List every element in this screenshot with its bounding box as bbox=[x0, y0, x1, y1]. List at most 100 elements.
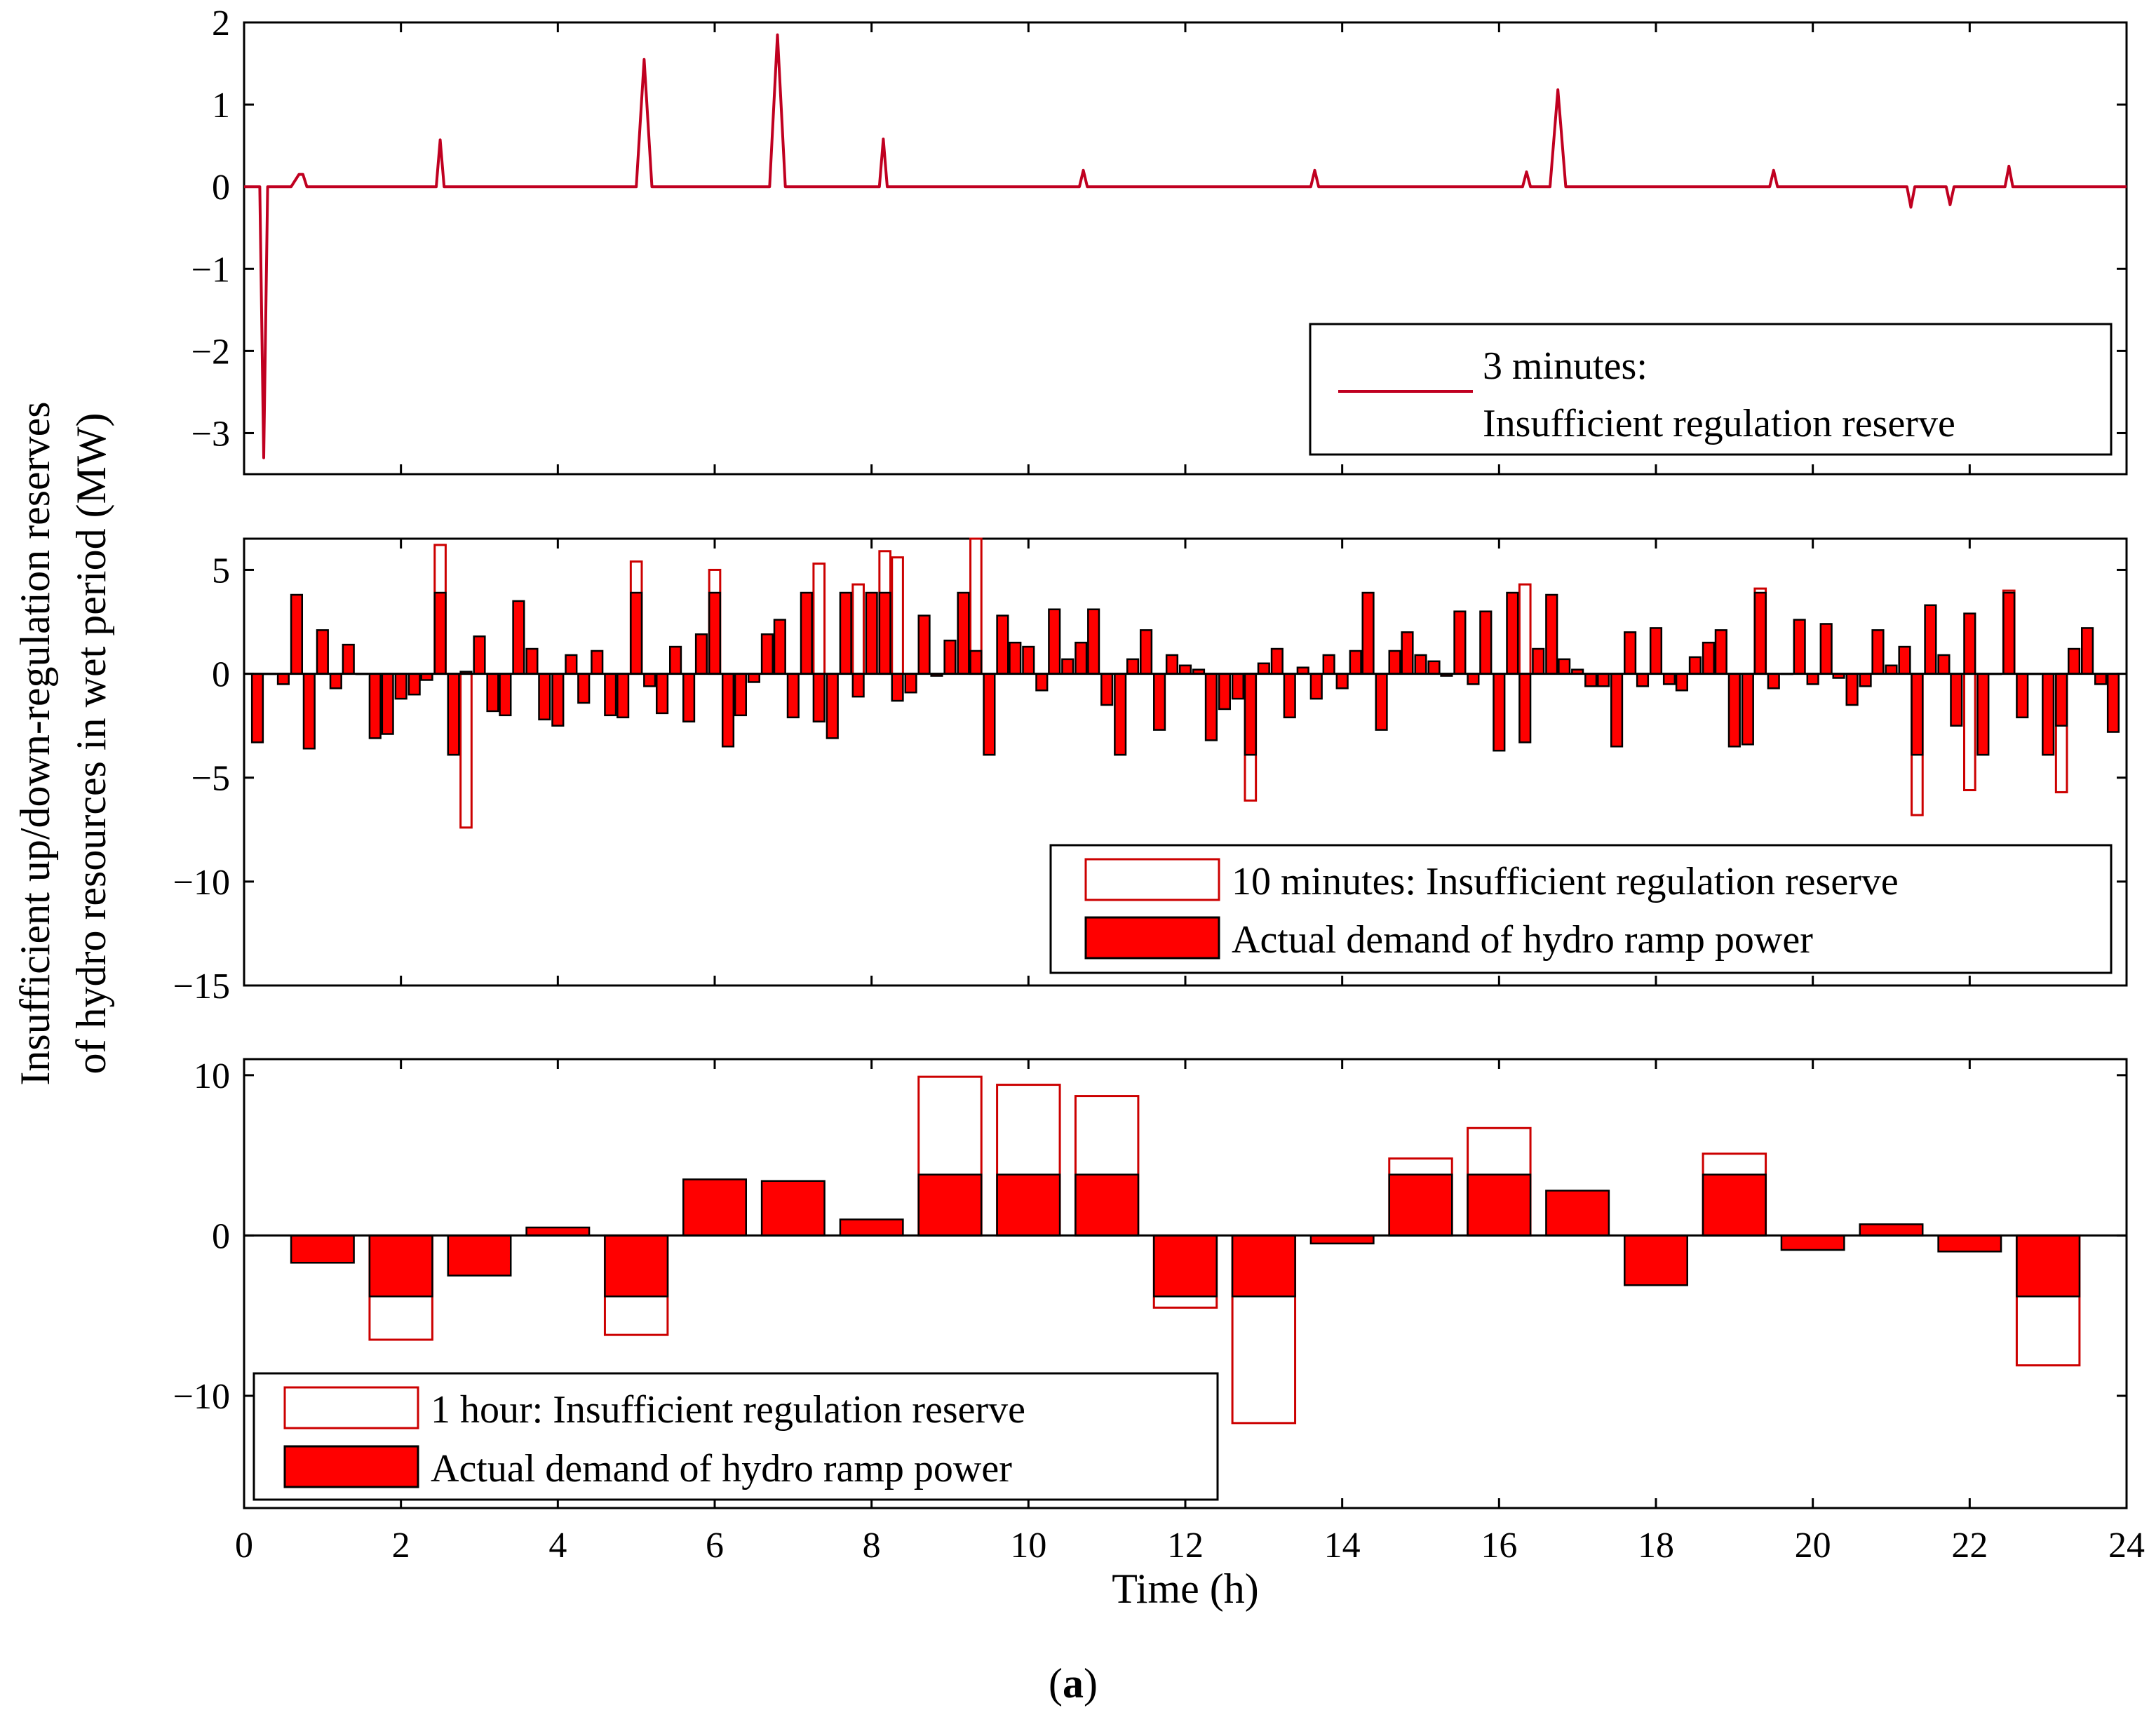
bar-actual-demand bbox=[1518, 673, 1532, 743]
bar-actual-demand bbox=[1937, 654, 1951, 675]
bar-actual-demand bbox=[1727, 673, 1741, 748]
bar-actual-demand bbox=[302, 673, 316, 750]
x-tick-label: 12 bbox=[1167, 1526, 1204, 1566]
bar-actual-demand bbox=[1074, 641, 1088, 675]
bar-actual-demand bbox=[983, 673, 996, 756]
bar-actual-demand bbox=[1231, 673, 1245, 700]
bar-actual-demand bbox=[1976, 673, 1990, 756]
bar-actual-demand bbox=[316, 629, 329, 675]
bar-actual-demand bbox=[577, 673, 591, 704]
bar-actual-demand bbox=[1610, 673, 1624, 748]
bar-insufficient-reserve bbox=[459, 673, 473, 829]
bar-actual-demand bbox=[760, 633, 774, 675]
bar-actual-demand bbox=[538, 673, 551, 721]
bar-actual-demand bbox=[1911, 673, 1924, 756]
bar-actual-demand bbox=[1898, 645, 1911, 675]
x-tick-label: 2 bbox=[392, 1526, 410, 1566]
y-tick-label: 10 bbox=[194, 1056, 230, 1096]
bar-actual-demand bbox=[694, 633, 708, 675]
panel-1-hour: 100−100 2 4 6 8 10 12 14 16 18 20 22 241 hour: Insuf… bbox=[173, 1056, 2145, 1566]
legend-swatch-filled bbox=[283, 1445, 419, 1488]
bar-actual-demand bbox=[1859, 673, 1872, 687]
bar-actual-demand bbox=[276, 673, 290, 685]
bar-actual-demand bbox=[1506, 591, 1519, 675]
bar-actual-demand bbox=[2106, 673, 2120, 733]
bar-actual-demand bbox=[1453, 610, 1467, 675]
bar-actual-demand bbox=[904, 673, 917, 694]
bar-actual-demand bbox=[1414, 654, 1427, 675]
bar-actual-demand bbox=[1885, 664, 1898, 675]
bar-actual-demand bbox=[957, 591, 970, 675]
bar-actual-demand bbox=[1126, 658, 1140, 675]
bar-actual-demand bbox=[1806, 673, 1819, 685]
legend: 1 hour: Insufficient regulation reserve A… bbox=[252, 1372, 1219, 1501]
x-tick-label: 4 bbox=[548, 1526, 567, 1566]
bar-actual-demand bbox=[1493, 673, 1506, 752]
legend-swatch-outline bbox=[1084, 858, 1220, 901]
bar-actual-demand bbox=[1244, 673, 1257, 756]
bar-actual-demand bbox=[1309, 1234, 1375, 1245]
caption-letter: a bbox=[1063, 1660, 1084, 1707]
bar-actual-demand bbox=[643, 673, 656, 687]
bar-actual-demand bbox=[1009, 641, 1022, 675]
bar-actual-demand bbox=[1924, 604, 1937, 675]
bar-actual-demand bbox=[760, 1180, 826, 1237]
y-tick-label: 1 bbox=[212, 86, 230, 126]
bar-actual-demand bbox=[800, 591, 813, 675]
bar-actual-demand bbox=[1335, 673, 1349, 689]
bar-actual-demand bbox=[865, 591, 878, 675]
y-tick-label: 0 bbox=[212, 168, 230, 208]
bar-actual-demand bbox=[1427, 660, 1441, 675]
bar-actual-demand bbox=[512, 600, 525, 675]
legend: 3 minutes: Insufficient regulation reserv… bbox=[1309, 323, 2113, 456]
bar-actual-demand bbox=[682, 673, 696, 722]
bar-actual-demand bbox=[1270, 647, 1284, 675]
x-tick-label: 16 bbox=[1481, 1526, 1517, 1566]
bar-actual-demand bbox=[1963, 612, 1976, 675]
y-tick-label: −1 bbox=[191, 250, 230, 290]
y-tick-label: 0 bbox=[212, 655, 230, 695]
bar-actual-demand bbox=[1937, 1234, 2002, 1253]
bar-actual-demand bbox=[1388, 1173, 1453, 1237]
bar-actual-demand bbox=[917, 1173, 983, 1237]
caption-open-paren: ( bbox=[1049, 1660, 1063, 1707]
bar-actual-demand bbox=[1479, 610, 1493, 675]
y-tick-label: −15 bbox=[173, 967, 230, 1007]
series-line-3min bbox=[244, 33, 2127, 459]
bar-actual-demand bbox=[2081, 627, 2094, 675]
panel-3-minutes: 2 1 0 −1 −2 −3 3 minutes: Insufficient regulati… bbox=[191, 4, 2128, 476]
legend-label-insufficient: 10 minutes: Insufficient regulation rese… bbox=[1232, 860, 1899, 903]
bar-actual-demand bbox=[655, 673, 669, 715]
bar-actual-demand bbox=[1871, 629, 1885, 675]
bar-insufficient-reserve bbox=[891, 556, 904, 675]
y-axis-title-line1: Insufficient up/down-regulation reserves bbox=[12, 401, 58, 1085]
bar-actual-demand bbox=[1204, 673, 1218, 741]
y-tick-label: −10 bbox=[173, 1377, 230, 1417]
bar-actual-demand bbox=[2094, 673, 2108, 685]
bar-actual-demand bbox=[1859, 1223, 1924, 1237]
bar-actual-demand bbox=[329, 673, 342, 689]
bar-actual-demand bbox=[747, 673, 760, 683]
bar-actual-demand bbox=[1153, 1234, 1218, 1298]
bar-actual-demand bbox=[1178, 664, 1192, 675]
bar-actual-demand bbox=[1349, 650, 1362, 675]
bar-actual-demand bbox=[1558, 658, 1571, 675]
legend-label-line2: Insufficient regulation reserve bbox=[1483, 402, 1955, 445]
bar-actual-demand bbox=[1702, 641, 1716, 675]
bar-actual-demand bbox=[839, 1218, 904, 1237]
bar-actual-demand bbox=[433, 591, 447, 675]
bar-actual-demand bbox=[1662, 673, 1676, 685]
bar-actual-demand bbox=[773, 619, 786, 675]
bar-actual-demand bbox=[917, 614, 931, 675]
bar-actual-demand bbox=[2055, 673, 2068, 727]
bar-insufficient-reserve bbox=[851, 583, 865, 675]
y-tick-label: −10 bbox=[173, 863, 230, 903]
y-tick-label: −5 bbox=[191, 759, 230, 799]
bar-actual-demand bbox=[708, 591, 722, 675]
bar-actual-demand bbox=[1231, 1234, 1296, 1298]
x-tick-label: 20 bbox=[1795, 1526, 1831, 1566]
bar-actual-demand bbox=[996, 1173, 1061, 1237]
bar-actual-demand bbox=[1218, 673, 1231, 711]
bar-actual-demand bbox=[1388, 650, 1401, 675]
bar-actual-demand bbox=[1675, 673, 1688, 692]
